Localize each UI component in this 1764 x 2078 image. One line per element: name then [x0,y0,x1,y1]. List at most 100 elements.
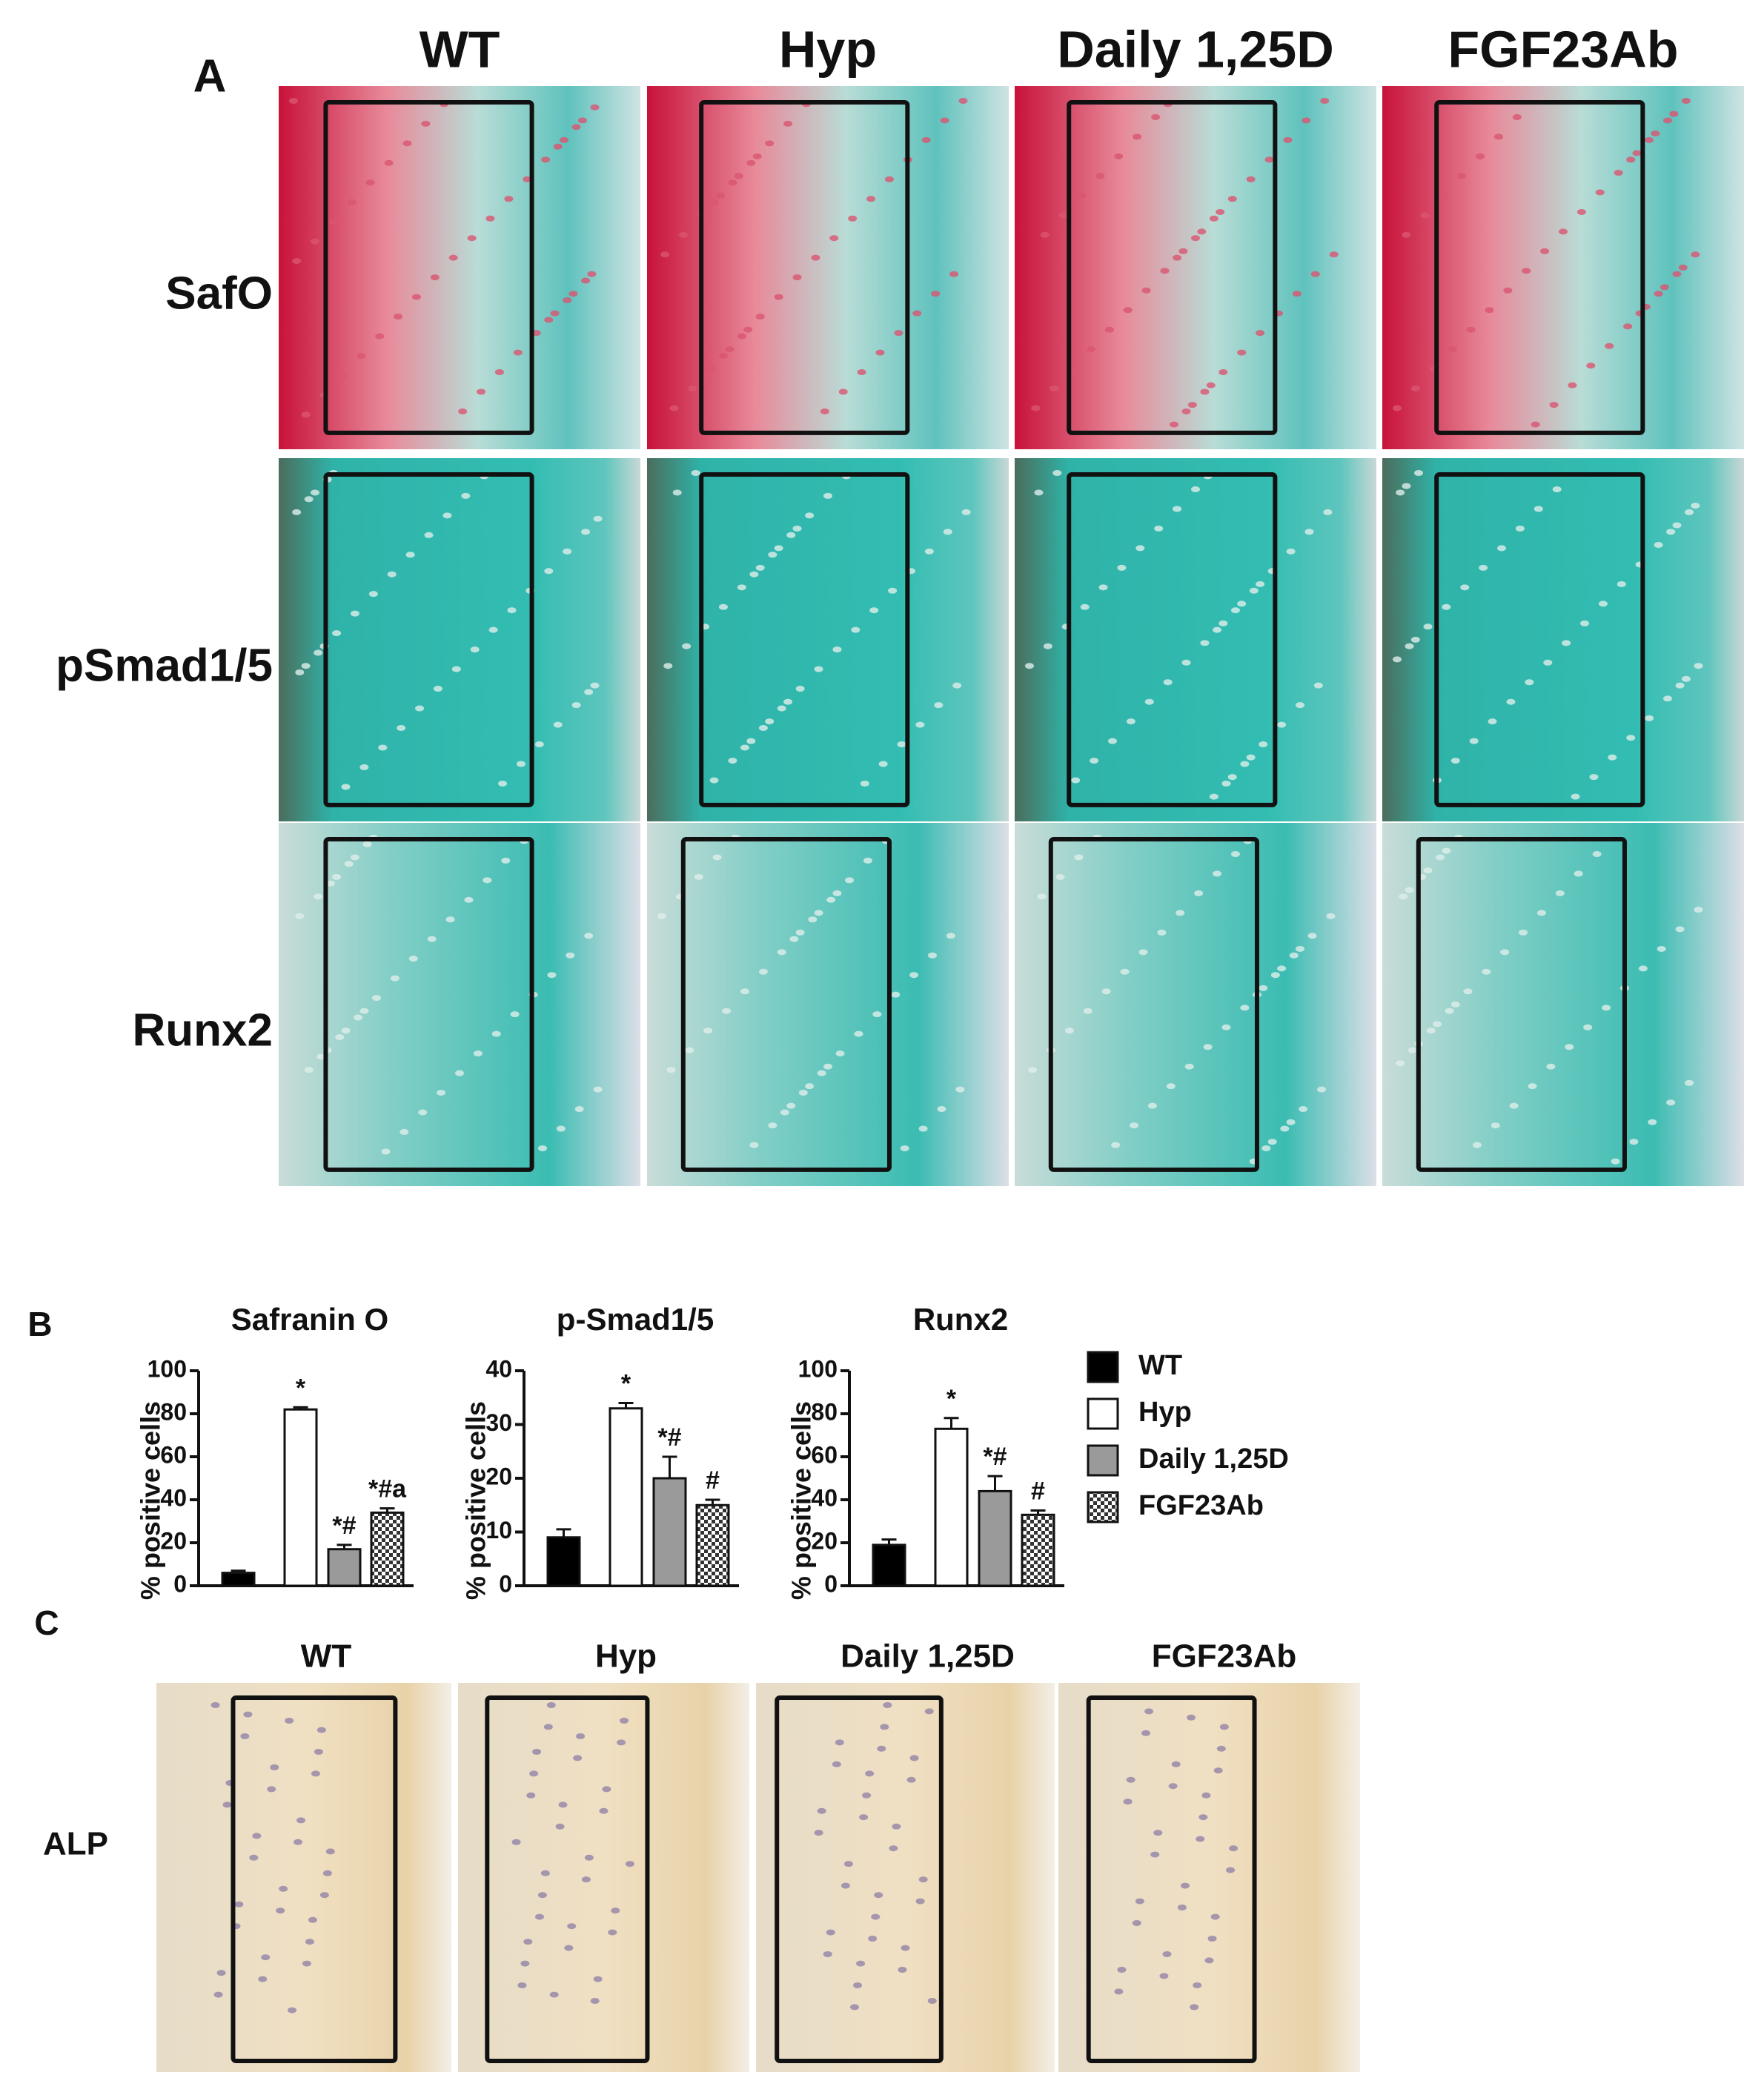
cell [937,1106,946,1113]
cell [1037,893,1047,900]
cell [1141,1730,1151,1736]
cell [1666,529,1676,535]
cell [1540,248,1550,254]
cell [961,509,971,515]
bar [1021,1513,1055,1587]
cell [1555,890,1565,896]
cell [1576,208,1586,215]
cell [1162,1951,1172,1957]
cell [1193,1982,1202,1988]
cell [743,326,753,333]
y-tick-label: 0 [824,1570,838,1597]
cell [1270,972,1280,979]
cell [897,741,906,748]
y-tick-label: 40 [811,1484,838,1511]
region-box [485,1695,650,2063]
cell [826,896,836,903]
significance-label: * [621,1369,631,1397]
cell [1583,1024,1593,1030]
cell [1645,715,1654,721]
cell [774,545,783,552]
cell [1138,949,1148,956]
cell [1426,1028,1436,1034]
cell [1472,1142,1482,1148]
cell [952,682,962,689]
cell [341,784,351,790]
cell [722,1007,732,1014]
cell [1586,363,1596,369]
cell [1436,854,1445,861]
cell [1289,952,1299,959]
cell [755,314,765,320]
cell [918,1125,928,1132]
cell [555,1823,565,1830]
cell [749,1142,759,1148]
cell [314,893,323,900]
y-tick-label: 100 [798,1355,838,1382]
cell [433,686,442,692]
cell [1669,110,1679,117]
cell [1221,780,1231,787]
cell [752,153,762,159]
cell [1666,1099,1676,1106]
cell [1120,968,1130,975]
cell [1095,173,1105,179]
cell [574,1106,584,1113]
cell [1259,985,1268,991]
cell [1672,522,1682,529]
cell [1181,659,1191,666]
cell [1685,1079,1694,1086]
cell [301,411,311,418]
cell [1549,402,1559,408]
cell [1629,1139,1639,1145]
histology-image [156,1683,451,2072]
cell [1107,738,1117,744]
cell [534,741,544,748]
cell [1111,1142,1121,1148]
cell [1296,702,1305,709]
cell [1568,382,1577,388]
cell [1216,208,1225,215]
cell [1317,1086,1327,1093]
cell [571,702,581,709]
cell [1133,133,1142,140]
cell [835,1050,845,1057]
cell [740,988,749,995]
region-box [1434,472,1645,807]
cell [620,1718,629,1724]
cell [868,1936,878,1942]
cell [1672,271,1682,277]
cell [1497,545,1507,552]
cell [768,552,777,558]
cell [531,330,541,337]
cell [832,646,842,653]
cell [1132,1920,1141,1926]
cell [1528,1083,1537,1090]
cell [513,349,523,356]
y-tick-label: 40 [485,1355,512,1382]
cell [737,584,746,591]
cell [1166,1083,1176,1090]
cell [1197,228,1207,235]
y-tick-label: 30 [485,1409,512,1436]
cell [1469,738,1479,744]
column-header: WT [420,20,500,78]
cell [1261,1145,1271,1151]
column-header: FGF23Ab [1448,20,1678,78]
cell [249,1854,259,1861]
cell [1210,1913,1220,1920]
cell [1519,929,1528,936]
significance-label: * [296,1374,306,1402]
significance-label: *# [657,1423,681,1452]
cell [1651,130,1660,137]
cell [1525,679,1534,686]
cell [853,1982,863,1988]
cell [755,564,765,571]
cell [1123,307,1133,314]
cell [780,1109,789,1116]
cell [289,98,298,104]
cell [892,1823,901,1830]
cell [442,512,452,519]
cell [371,995,381,1002]
